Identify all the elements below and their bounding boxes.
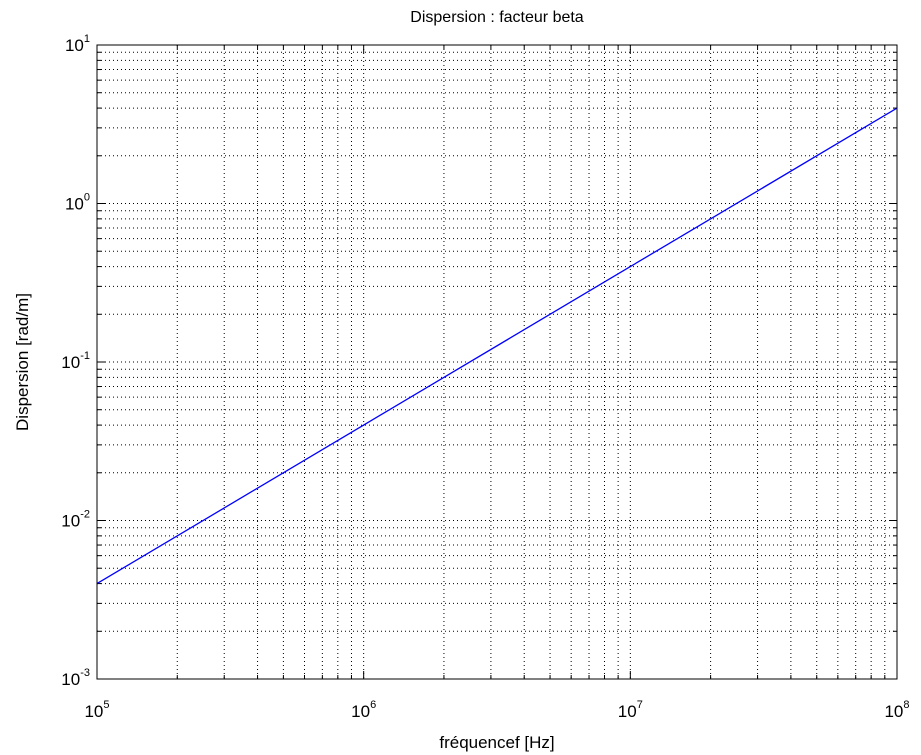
y-tick-base: 10 [65, 195, 84, 214]
y-tick-base: 10 [61, 512, 80, 531]
x-tick-exponent: 8 [903, 699, 909, 711]
grid [97, 45, 897, 679]
y-tick-base: 10 [61, 670, 80, 689]
y-tick-base: 10 [65, 36, 84, 55]
x-tick-label: 107 [618, 699, 643, 721]
x-tick-base: 10 [351, 702, 370, 721]
y-tick-exponent: -2 [80, 509, 90, 521]
x-tick-base: 10 [84, 702, 103, 721]
series-line [96, 107, 898, 585]
y-tick-label: 10-2 [61, 509, 90, 531]
y-tick-label: 100 [65, 192, 90, 214]
y-tick-exponent: 1 [84, 33, 90, 45]
x-tick-base: 10 [884, 702, 903, 721]
x-tick-base: 10 [618, 702, 637, 721]
axes-frame [96, 44, 898, 680]
x-tick-label: 108 [884, 699, 909, 721]
x-tick-exponent: 7 [637, 699, 643, 711]
y-tick-exponent: 0 [84, 192, 90, 204]
x-axis-label: fréquencef [Hz] [439, 733, 554, 752]
y-axis-label: Dispersion [rad/m] [13, 293, 32, 431]
x-tick-label: 105 [84, 699, 109, 721]
chart-title: Dispersion : facteur beta [410, 9, 584, 26]
y-tick-label: 10-1 [61, 350, 90, 372]
tick-marks [97, 45, 897, 679]
x-tick-exponent: 6 [370, 699, 376, 711]
plot-series [96, 107, 898, 585]
y-tick-base: 10 [61, 353, 80, 372]
y-tick-exponent: -1 [80, 350, 90, 362]
x-tick-label: 106 [351, 699, 376, 721]
y-tick-exponent: -3 [80, 667, 90, 679]
y-tick-label: 101 [65, 33, 90, 55]
x-tick-labels: 105 106 107 108 [84, 699, 909, 721]
y-tick-label: 10-3 [61, 667, 90, 689]
x-tick-exponent: 5 [103, 699, 109, 711]
